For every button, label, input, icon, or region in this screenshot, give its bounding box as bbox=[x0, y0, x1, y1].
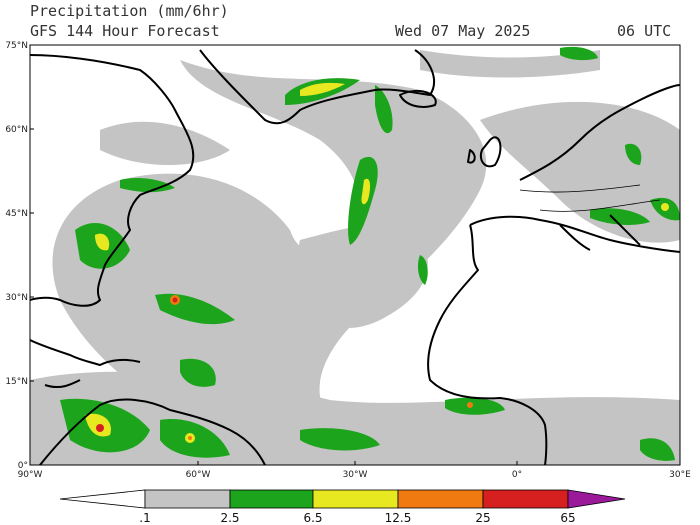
lat-label: 45°N bbox=[5, 209, 28, 219]
lon-label: 90°W bbox=[18, 470, 43, 480]
colorbar-label: 2.5 bbox=[220, 511, 239, 525]
lat-label: 0° bbox=[18, 461, 28, 471]
lat-label: 15°N bbox=[5, 377, 28, 387]
map bbox=[29, 44, 681, 466]
lon-label: 30°W bbox=[343, 470, 368, 480]
colorbar-label: 6.5 bbox=[303, 511, 322, 525]
lon-label: 30°E bbox=[669, 470, 691, 480]
subtitle: GFS 144 Hour Forecast bbox=[30, 22, 220, 40]
colorbar bbox=[59, 489, 626, 509]
colorbar-label: 65 bbox=[560, 511, 575, 525]
lon-label: 60°W bbox=[186, 470, 211, 480]
title: Precipitation (mm/6hr) bbox=[30, 2, 229, 20]
lon-label: 0° bbox=[512, 470, 522, 480]
lat-label: 75°N bbox=[5, 41, 28, 51]
colorbar-label: 12.5 bbox=[385, 511, 412, 525]
colorbar-label: 25 bbox=[475, 511, 490, 525]
lat-label: 30°N bbox=[5, 293, 28, 303]
forecast-date: Wed 07 May 2025 bbox=[395, 22, 530, 40]
colorbar-label: .1 bbox=[139, 511, 150, 525]
lat-label: 60°N bbox=[5, 125, 28, 135]
forecast-time: 06 UTC bbox=[617, 22, 671, 40]
